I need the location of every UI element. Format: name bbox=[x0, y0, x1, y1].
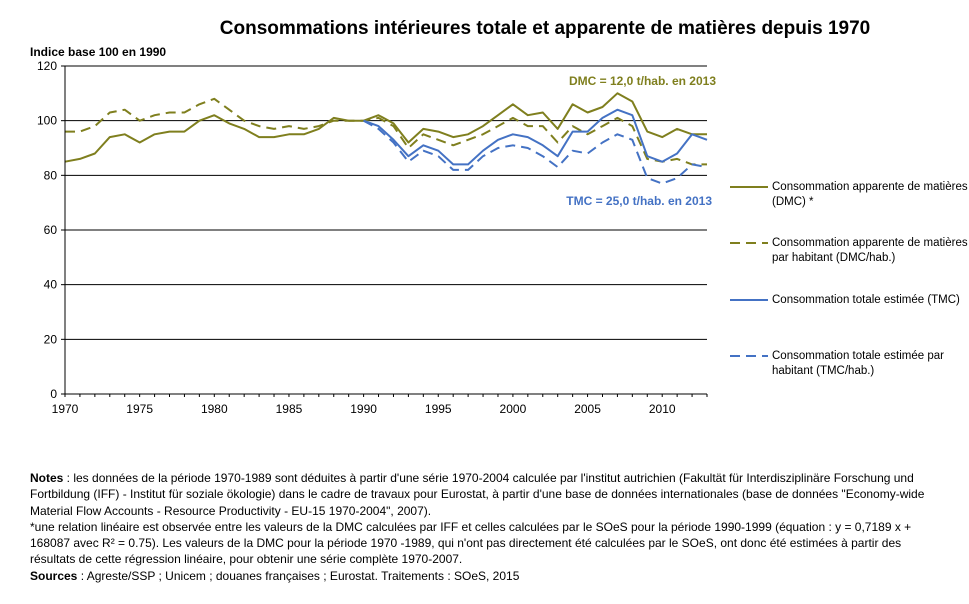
legend-label-tmc: Consommation totale estimée (TMC) bbox=[772, 294, 960, 306]
legend-swatch-dmc-hab bbox=[730, 242, 768, 244]
axes bbox=[61, 65, 708, 397]
legend-item-tmc: Consommation totale estimée (TMC) bbox=[730, 293, 969, 308]
footnote-paragraph: *une relation linéaire est observée entr… bbox=[30, 519, 912, 567]
x-tick-label-2000: 2000 bbox=[500, 402, 527, 416]
annotation-tmc: TMC = 25,0 t/hab. en 2013 bbox=[566, 194, 712, 208]
series-line-dmc-hab bbox=[65, 97, 707, 166]
legend-label-tmc-hab: Consommation totale estimée par habitant… bbox=[772, 350, 944, 377]
tick-labels: 0 20 40 60 80 100 120 1970 1975 1980 1985 1990 1995 2… bbox=[37, 59, 676, 416]
notes-text: : les données de la période 1970-1989 so… bbox=[30, 471, 925, 518]
legend-item-dmc: Consommation apparente de matières (DMC)… bbox=[730, 180, 969, 210]
y-axis-label: Indice base 100 en 1990 bbox=[30, 45, 167, 59]
x-tick-label-2005: 2005 bbox=[574, 402, 601, 416]
x-tick-label-1980: 1980 bbox=[201, 402, 228, 416]
x-tick-label-1995: 1995 bbox=[425, 402, 452, 416]
y-tick-label-100: 100 bbox=[37, 114, 57, 128]
legend-swatch-dmc bbox=[730, 186, 768, 188]
y-tick-label-120: 120 bbox=[37, 59, 57, 73]
x-tick-label-1990: 1990 bbox=[350, 402, 377, 416]
notes-paragraph: Notes : les données de la période 1970-1… bbox=[30, 470, 930, 519]
sources-paragraph: Sources : Agreste/SSP ; Unicem ; douanes… bbox=[30, 568, 930, 584]
legend-label-dmc-hab: Consommation apparente de matières par h… bbox=[772, 237, 968, 264]
annotations: DMC = 12,0 t/hab. en 2013 TMC = 25,0 t/ha… bbox=[566, 74, 716, 208]
x-tick-label-1985: 1985 bbox=[276, 402, 303, 416]
y-tick-label-20: 20 bbox=[44, 332, 58, 346]
x-tick-label-1970: 1970 bbox=[52, 402, 79, 416]
notes-label: Notes bbox=[30, 471, 64, 485]
legend-swatch-tmc bbox=[730, 299, 768, 301]
series-lines bbox=[64, 92, 708, 185]
y-tick-label-0: 0 bbox=[50, 387, 57, 401]
chart-title: Consommations intérieures totale et appa… bbox=[219, 18, 871, 39]
legend-item-tmc-hab: Consommation totale estimée par habitant… bbox=[730, 349, 969, 379]
x-tick-label-1975: 1975 bbox=[126, 402, 153, 416]
y-tick-label-40: 40 bbox=[44, 278, 58, 292]
legend-label-dmc: Consommation apparente de matières (DMC)… bbox=[772, 181, 968, 208]
gridlines bbox=[65, 65, 707, 340]
x-tick-label-2010: 2010 bbox=[649, 402, 676, 416]
series-line-tmc bbox=[363, 108, 708, 166]
annotation-dmc: DMC = 12,0 t/hab. en 2013 bbox=[569, 74, 716, 88]
y-tick-label-60: 60 bbox=[44, 223, 58, 237]
legend-item-dmc-hab: Consommation apparente de matières par h… bbox=[730, 236, 969, 266]
series-line-dmc bbox=[64, 92, 707, 163]
legend-swatch-tmc-hab bbox=[730, 355, 768, 357]
sources-text: : Agreste/SSP ; Unicem ; douanes françai… bbox=[77, 568, 520, 583]
y-tick-label-80: 80 bbox=[44, 168, 58, 182]
sources-label: Sources bbox=[30, 568, 78, 583]
notes-block: Notes : les données de la période 1970-1… bbox=[30, 470, 930, 584]
